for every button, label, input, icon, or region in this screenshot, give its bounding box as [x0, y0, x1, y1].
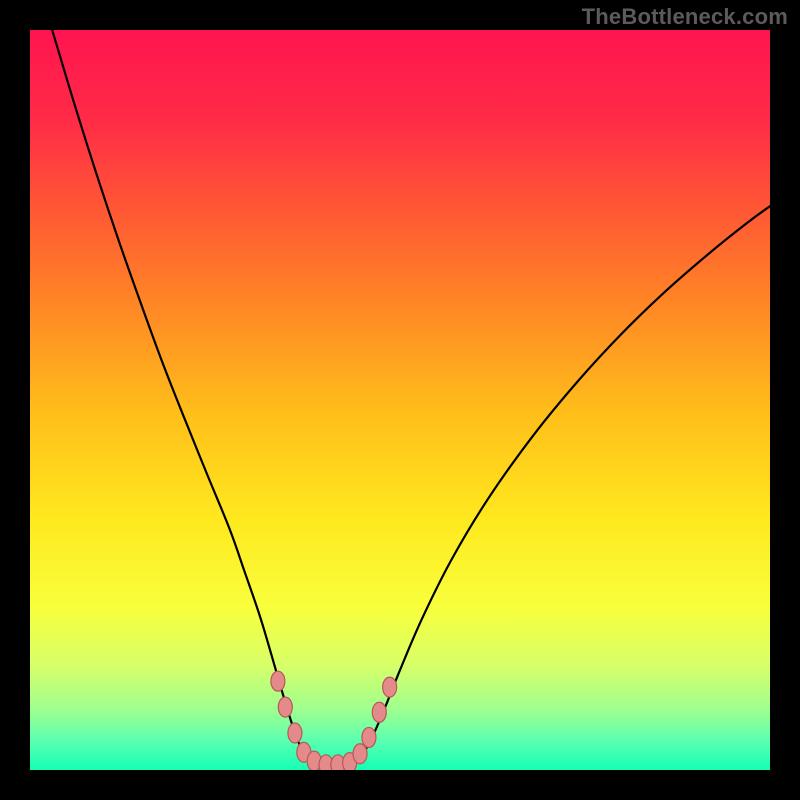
data-marker [271, 671, 285, 691]
data-marker [383, 677, 397, 697]
data-marker [288, 723, 302, 743]
bottleneck-curve [52, 30, 770, 768]
data-marker [372, 702, 386, 722]
marker-group [271, 671, 397, 770]
curve-layer [30, 30, 770, 770]
watermark-text: TheBottleneck.com [582, 4, 788, 30]
chart-frame: TheBottleneck.com [0, 0, 800, 800]
data-marker [362, 727, 376, 747]
data-marker [278, 697, 292, 717]
data-marker [353, 744, 367, 764]
plot-area [30, 30, 770, 770]
